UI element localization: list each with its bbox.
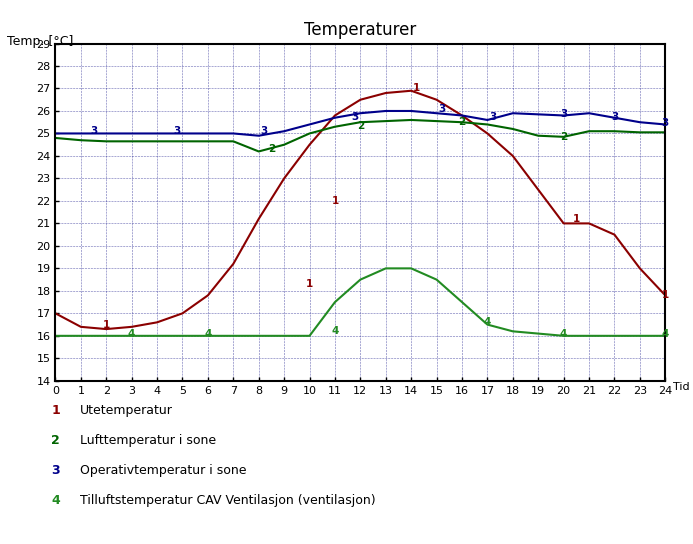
Text: 1: 1 [103,319,110,330]
Text: 3: 3 [90,126,97,136]
Text: 4: 4 [484,317,491,327]
Text: 3: 3 [260,126,267,136]
Text: 2: 2 [560,132,568,142]
Text: 2: 2 [357,121,364,131]
Text: 4: 4 [204,329,211,338]
Text: Temp. [°C]: Temp. [°C] [7,35,73,48]
Text: 1: 1 [331,196,339,206]
Text: 3: 3 [51,464,60,477]
Text: 2: 2 [51,434,60,447]
Text: 3: 3 [560,109,568,119]
Text: Tid [h]: Tid [h] [673,381,693,391]
Text: 2: 2 [267,144,275,154]
Text: 4: 4 [128,329,135,338]
Text: 1: 1 [51,404,60,417]
Text: 3: 3 [351,112,359,122]
Text: 4: 4 [51,494,60,507]
Text: Utetemperatur: Utetemperatur [80,404,173,417]
Text: Lufttemperatur i sone: Lufttemperatur i sone [80,434,216,447]
Text: 3: 3 [611,112,618,122]
Text: 1: 1 [412,83,420,94]
Text: 4: 4 [560,329,568,338]
Text: 4: 4 [662,329,669,338]
Text: 3: 3 [662,119,669,128]
Text: 1: 1 [306,279,313,289]
Text: 3: 3 [174,126,181,136]
Text: 1: 1 [572,214,580,224]
Title: Temperaturer: Temperaturer [304,21,416,39]
Text: 2: 2 [458,117,466,127]
Text: Tilluftstemperatur CAV Ventilasjon (ventilasjon): Tilluftstemperatur CAV Ventilasjon (vent… [80,494,376,507]
Text: Operativtemperatur i sone: Operativtemperatur i sone [80,464,246,477]
Text: 4: 4 [331,326,339,336]
Text: 3: 3 [489,112,496,122]
Text: 3: 3 [438,104,446,114]
Text: 1: 1 [662,290,669,300]
